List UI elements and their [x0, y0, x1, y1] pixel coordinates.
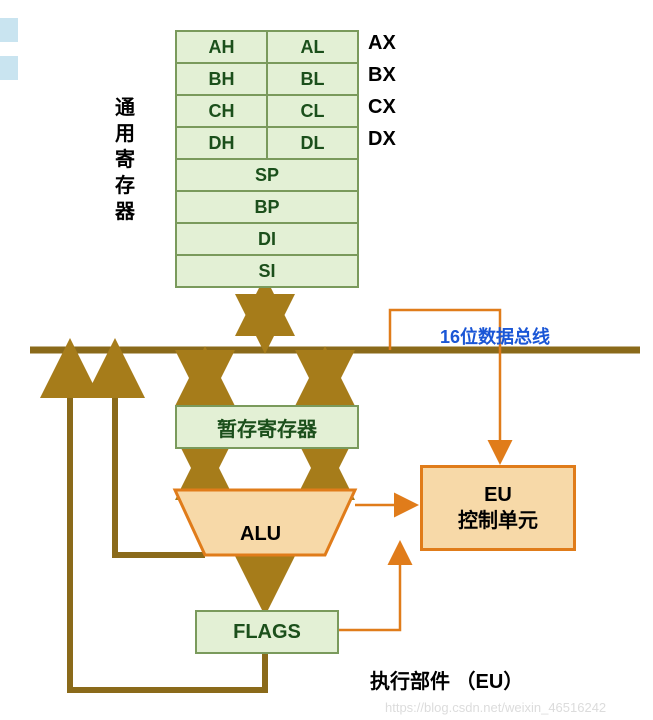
label-dx: DX — [368, 128, 396, 151]
register-block: AH AL BH BL CH CL DH DL SP BP DI SI — [175, 30, 359, 288]
label-gp-registers: 通用寄存器 — [115, 95, 139, 225]
reg-bp: BP — [177, 192, 357, 222]
reg-row-bx: BH BL — [177, 64, 357, 96]
footer-label: 执行部件 （EU） — [370, 665, 523, 694]
watermark: https://blog.csdn.net/weixin_46516242 — [385, 700, 606, 715]
reg-cl: CL — [268, 96, 357, 126]
reg-row-sp: SP — [177, 160, 357, 192]
reg-row-dx: DH DL — [177, 128, 357, 160]
reg-sp: SP — [177, 160, 357, 190]
reg-dl: DL — [268, 128, 357, 158]
reg-bh: BH — [177, 64, 268, 94]
reg-si: SI — [177, 256, 357, 286]
eu-control-box: EU 控制单元 — [420, 465, 576, 551]
temp-register-label: 暂存寄存器 — [217, 413, 317, 442]
reg-dh: DH — [177, 128, 268, 158]
label-bx: BX — [368, 64, 396, 87]
reg-row-di: DI — [177, 224, 357, 256]
reg-row-bp: BP — [177, 192, 357, 224]
reg-ch: CH — [177, 96, 268, 126]
reg-di: DI — [177, 224, 357, 254]
diagram-canvas: ALU AH AL BH BL CH CL DH DL SP BP — [0, 0, 653, 720]
reg-ah: AH — [177, 32, 268, 62]
flags-box: FLAGS — [195, 610, 339, 654]
label-cx: CX — [368, 96, 396, 119]
label-ax: AX — [368, 32, 396, 55]
flags-label: FLAGS — [233, 621, 301, 644]
eu-line2: 控制单元 — [458, 508, 538, 534]
alu-label-svg: ALU — [240, 523, 281, 545]
bus-label: 16位数据总线 — [440, 323, 550, 349]
reg-row-si: SI — [177, 256, 357, 286]
reg-bl: BL — [268, 64, 357, 94]
temp-register-box: 暂存寄存器 — [175, 405, 359, 449]
eu-line1: EU — [484, 482, 512, 508]
reg-row-cx: CH CL — [177, 96, 357, 128]
reg-row-ax: AH AL — [177, 32, 357, 64]
reg-al: AL — [268, 32, 357, 62]
